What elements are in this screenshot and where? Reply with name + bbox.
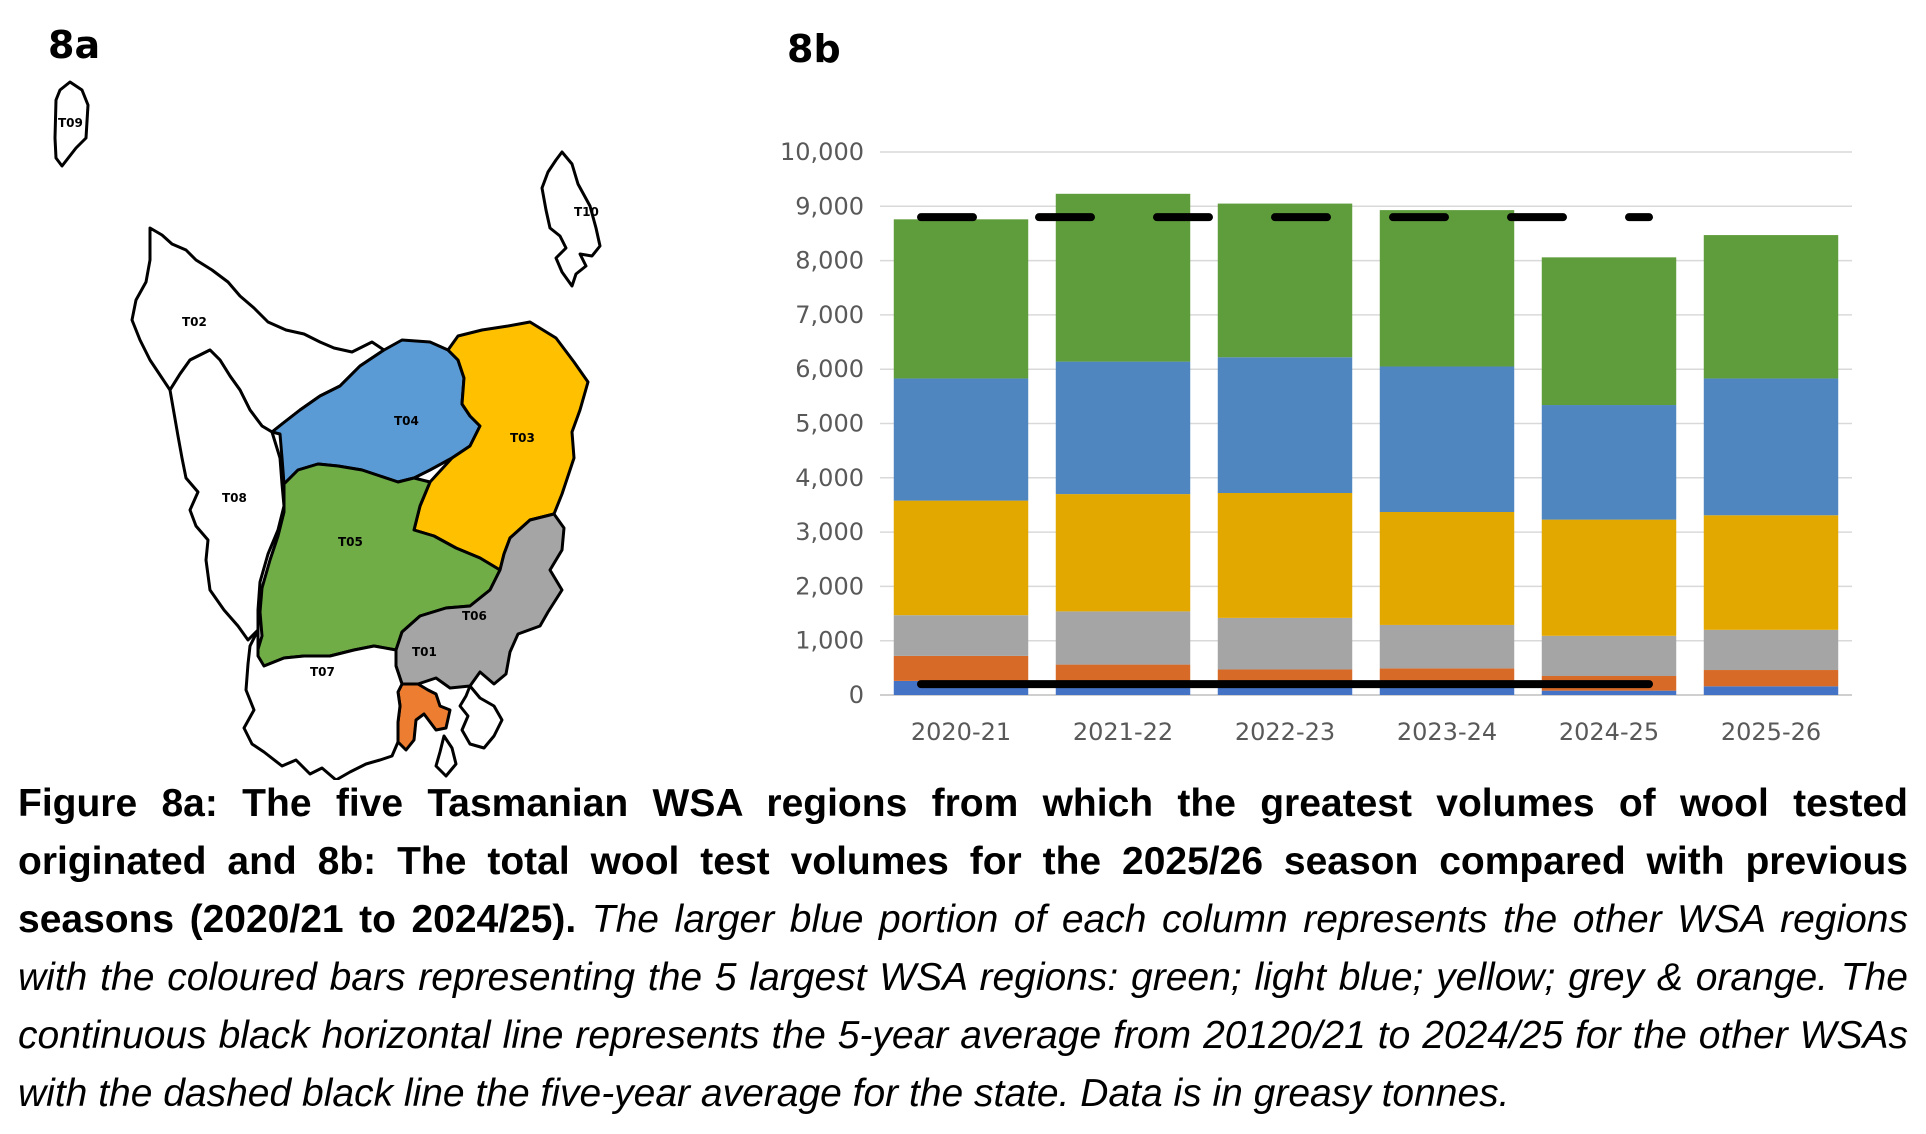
bar-segment bbox=[1055, 611, 1191, 665]
region-label-t06: T06 bbox=[462, 609, 487, 623]
bar-segment bbox=[1379, 210, 1515, 367]
bar-segment bbox=[1055, 687, 1191, 695]
region-label-t02: T02 bbox=[182, 315, 207, 329]
bar-segment bbox=[1217, 357, 1353, 494]
region-label-t09: T09 bbox=[58, 116, 83, 130]
coast-detail-bruny bbox=[434, 734, 458, 778]
bar-segment bbox=[893, 615, 1029, 656]
bar-segment bbox=[1541, 257, 1677, 406]
y-axis-ticks: 0 1,000 2,000 3,000 4,000 5,000 6,000 7,000 8,00… bbox=[780, 138, 864, 709]
region-t10 bbox=[540, 150, 602, 288]
y-tick-label: 4,000 bbox=[795, 464, 864, 492]
bar-segment bbox=[1703, 235, 1839, 379]
y-tick-label: 8,000 bbox=[795, 247, 864, 275]
region-t09 bbox=[53, 80, 90, 168]
bar-segment bbox=[1541, 635, 1677, 676]
y-tick-label: 10,000 bbox=[780, 138, 864, 166]
bar-segment bbox=[1217, 617, 1353, 670]
coast-detail-southeast bbox=[458, 684, 504, 750]
y-tick-label: 3,000 bbox=[795, 518, 864, 546]
region-label-t03: T03 bbox=[510, 431, 535, 445]
bar-segment bbox=[893, 378, 1029, 501]
bar-segment bbox=[1703, 670, 1839, 687]
bar-segment bbox=[1379, 687, 1515, 695]
x-tick-label: 2025-26 bbox=[1721, 718, 1821, 746]
average-lines bbox=[917, 213, 1653, 689]
figure-caption: Figure 8a: The five Tasmanian WSA region… bbox=[18, 775, 1908, 1123]
x-tick-label: 2021-22 bbox=[1073, 718, 1173, 746]
caption-bold: Figure 8a: The five Tasmanian WSA region… bbox=[18, 782, 1908, 941]
panel-label-8b: 8b bbox=[787, 27, 841, 71]
x-axis-ticks: 2020-21 2021-22 2022-23 2023-24 2024-25 2025-… bbox=[911, 718, 1821, 746]
panel-label-8a: 8a bbox=[48, 23, 101, 67]
bar-segment bbox=[1379, 366, 1515, 513]
gridlines bbox=[880, 151, 1852, 696]
bar-segment bbox=[1055, 494, 1191, 612]
bar-segment bbox=[893, 219, 1029, 379]
region-label-t10: T10 bbox=[574, 205, 599, 219]
bar-segment bbox=[1379, 624, 1515, 669]
region-label-t07: T07 bbox=[310, 665, 335, 679]
y-tick-label: 7,000 bbox=[795, 301, 864, 329]
bar-segment bbox=[1703, 686, 1839, 695]
y-tick-label: 0 bbox=[849, 681, 864, 709]
x-tick-label: 2020-21 bbox=[911, 718, 1011, 746]
bar-segment bbox=[1703, 378, 1839, 516]
region-t06 bbox=[394, 512, 566, 690]
region-label-t05: T05 bbox=[338, 535, 363, 549]
x-tick-label: 2023-24 bbox=[1397, 718, 1497, 746]
region-t08 bbox=[168, 348, 286, 642]
bar-segment bbox=[1703, 515, 1839, 630]
bar-segment bbox=[1541, 519, 1677, 636]
y-tick-label: 2,000 bbox=[795, 572, 864, 600]
bar-segment bbox=[893, 500, 1029, 616]
x-tick-label: 2024-25 bbox=[1559, 718, 1659, 746]
bars bbox=[893, 193, 1839, 695]
region-t07 bbox=[242, 628, 404, 780]
tasmania-region-map: T09 T10 T02 T04 T03 T08 T05 T06 T01 T07 bbox=[53, 80, 602, 780]
region-label-t04: T04 bbox=[394, 414, 419, 428]
y-tick-label: 1,000 bbox=[795, 627, 864, 655]
y-tick-label: 6,000 bbox=[795, 355, 864, 383]
region-label-t08: T08 bbox=[222, 491, 247, 505]
bar-segment bbox=[1217, 203, 1353, 358]
bar-segment bbox=[893, 655, 1029, 681]
bar-segment bbox=[1217, 687, 1353, 695]
caption-italic: The larger blue portion of each column r… bbox=[18, 898, 1908, 1115]
bar-segment bbox=[1541, 405, 1677, 520]
bar-segment bbox=[1541, 690, 1677, 695]
bar-segment bbox=[1217, 493, 1353, 618]
region-label-t01: T01 bbox=[412, 645, 437, 659]
bar-segment bbox=[1379, 512, 1515, 625]
y-tick-label: 5,000 bbox=[795, 410, 864, 438]
bar-segment bbox=[1055, 193, 1191, 362]
bar-segment bbox=[1055, 361, 1191, 495]
y-tick-label: 9,000 bbox=[795, 192, 864, 220]
bar-segment bbox=[1703, 629, 1839, 671]
stacked-bar-chart: 0 1,000 2,000 3,000 4,000 5,000 6,000 7,000 8,00… bbox=[780, 138, 1852, 746]
x-tick-label: 2022-23 bbox=[1235, 718, 1335, 746]
